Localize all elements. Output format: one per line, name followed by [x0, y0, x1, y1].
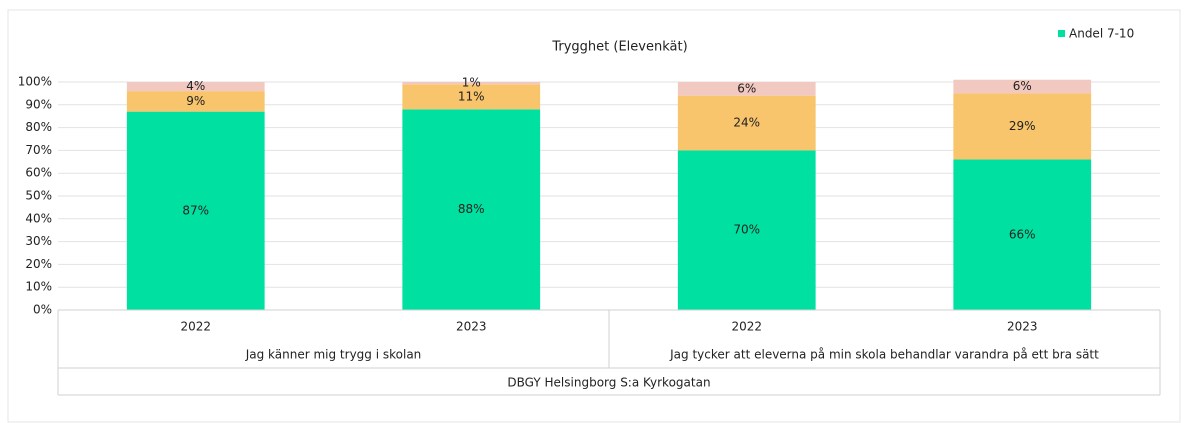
data-label: 6% — [1013, 79, 1032, 93]
data-label: 9% — [186, 94, 205, 108]
bar-segment — [677, 95, 816, 151]
x-tick-label: 2023 — [1007, 320, 1038, 334]
y-tick-label: 50% — [25, 189, 52, 203]
y-tick-label: 30% — [25, 234, 52, 248]
data-label: 11% — [458, 89, 485, 103]
bar-segment — [126, 91, 265, 112]
bar-segment — [126, 111, 265, 310]
y-tick-label: 100% — [18, 75, 52, 89]
y-tick-label: 80% — [25, 120, 52, 134]
bar-segment — [953, 93, 1092, 160]
y-tick-label: 70% — [25, 143, 52, 157]
bar-segment — [677, 150, 816, 310]
x-tick-label: 2022 — [731, 320, 762, 334]
y-tick-label: 10% — [25, 280, 52, 294]
outer-label: DBGY Helsingborg S:a Kyrkogatan — [507, 376, 710, 390]
legend-swatch — [1058, 30, 1065, 37]
bar-segment — [402, 84, 541, 110]
data-label: 4% — [186, 79, 205, 93]
bar-segment — [402, 82, 541, 85]
bar-segment — [953, 79, 1092, 94]
data-label: 70% — [733, 223, 760, 237]
data-label: 24% — [733, 116, 760, 130]
y-tick-label: 60% — [25, 166, 52, 180]
y-tick-label: 90% — [25, 97, 52, 111]
group-label: Jag känner mig trygg i skolan — [245, 348, 422, 362]
y-tick-label: 40% — [25, 211, 52, 225]
chart-title: Trygghet (Elevenkät) — [551, 40, 687, 55]
data-label: 66% — [1009, 227, 1036, 241]
legend-label: Andel 7-10 — [1069, 27, 1134, 41]
data-label: 6% — [737, 81, 756, 95]
x-tick-label: 2023 — [456, 320, 487, 334]
bar-segment — [953, 159, 1092, 310]
bar-segment — [402, 109, 541, 310]
data-label: 1% — [462, 76, 481, 90]
data-label: 88% — [458, 202, 485, 216]
bar-segment — [126, 82, 265, 92]
y-tick-label: 0% — [33, 303, 52, 317]
data-label: 87% — [182, 203, 209, 217]
y-tick-label: 20% — [25, 257, 52, 271]
x-tick-label: 2022 — [180, 320, 211, 334]
bar-segment — [677, 82, 816, 96]
data-label: 29% — [1009, 119, 1036, 133]
group-label: Jag tycker att eleverna på min skola beh… — [669, 348, 1099, 362]
